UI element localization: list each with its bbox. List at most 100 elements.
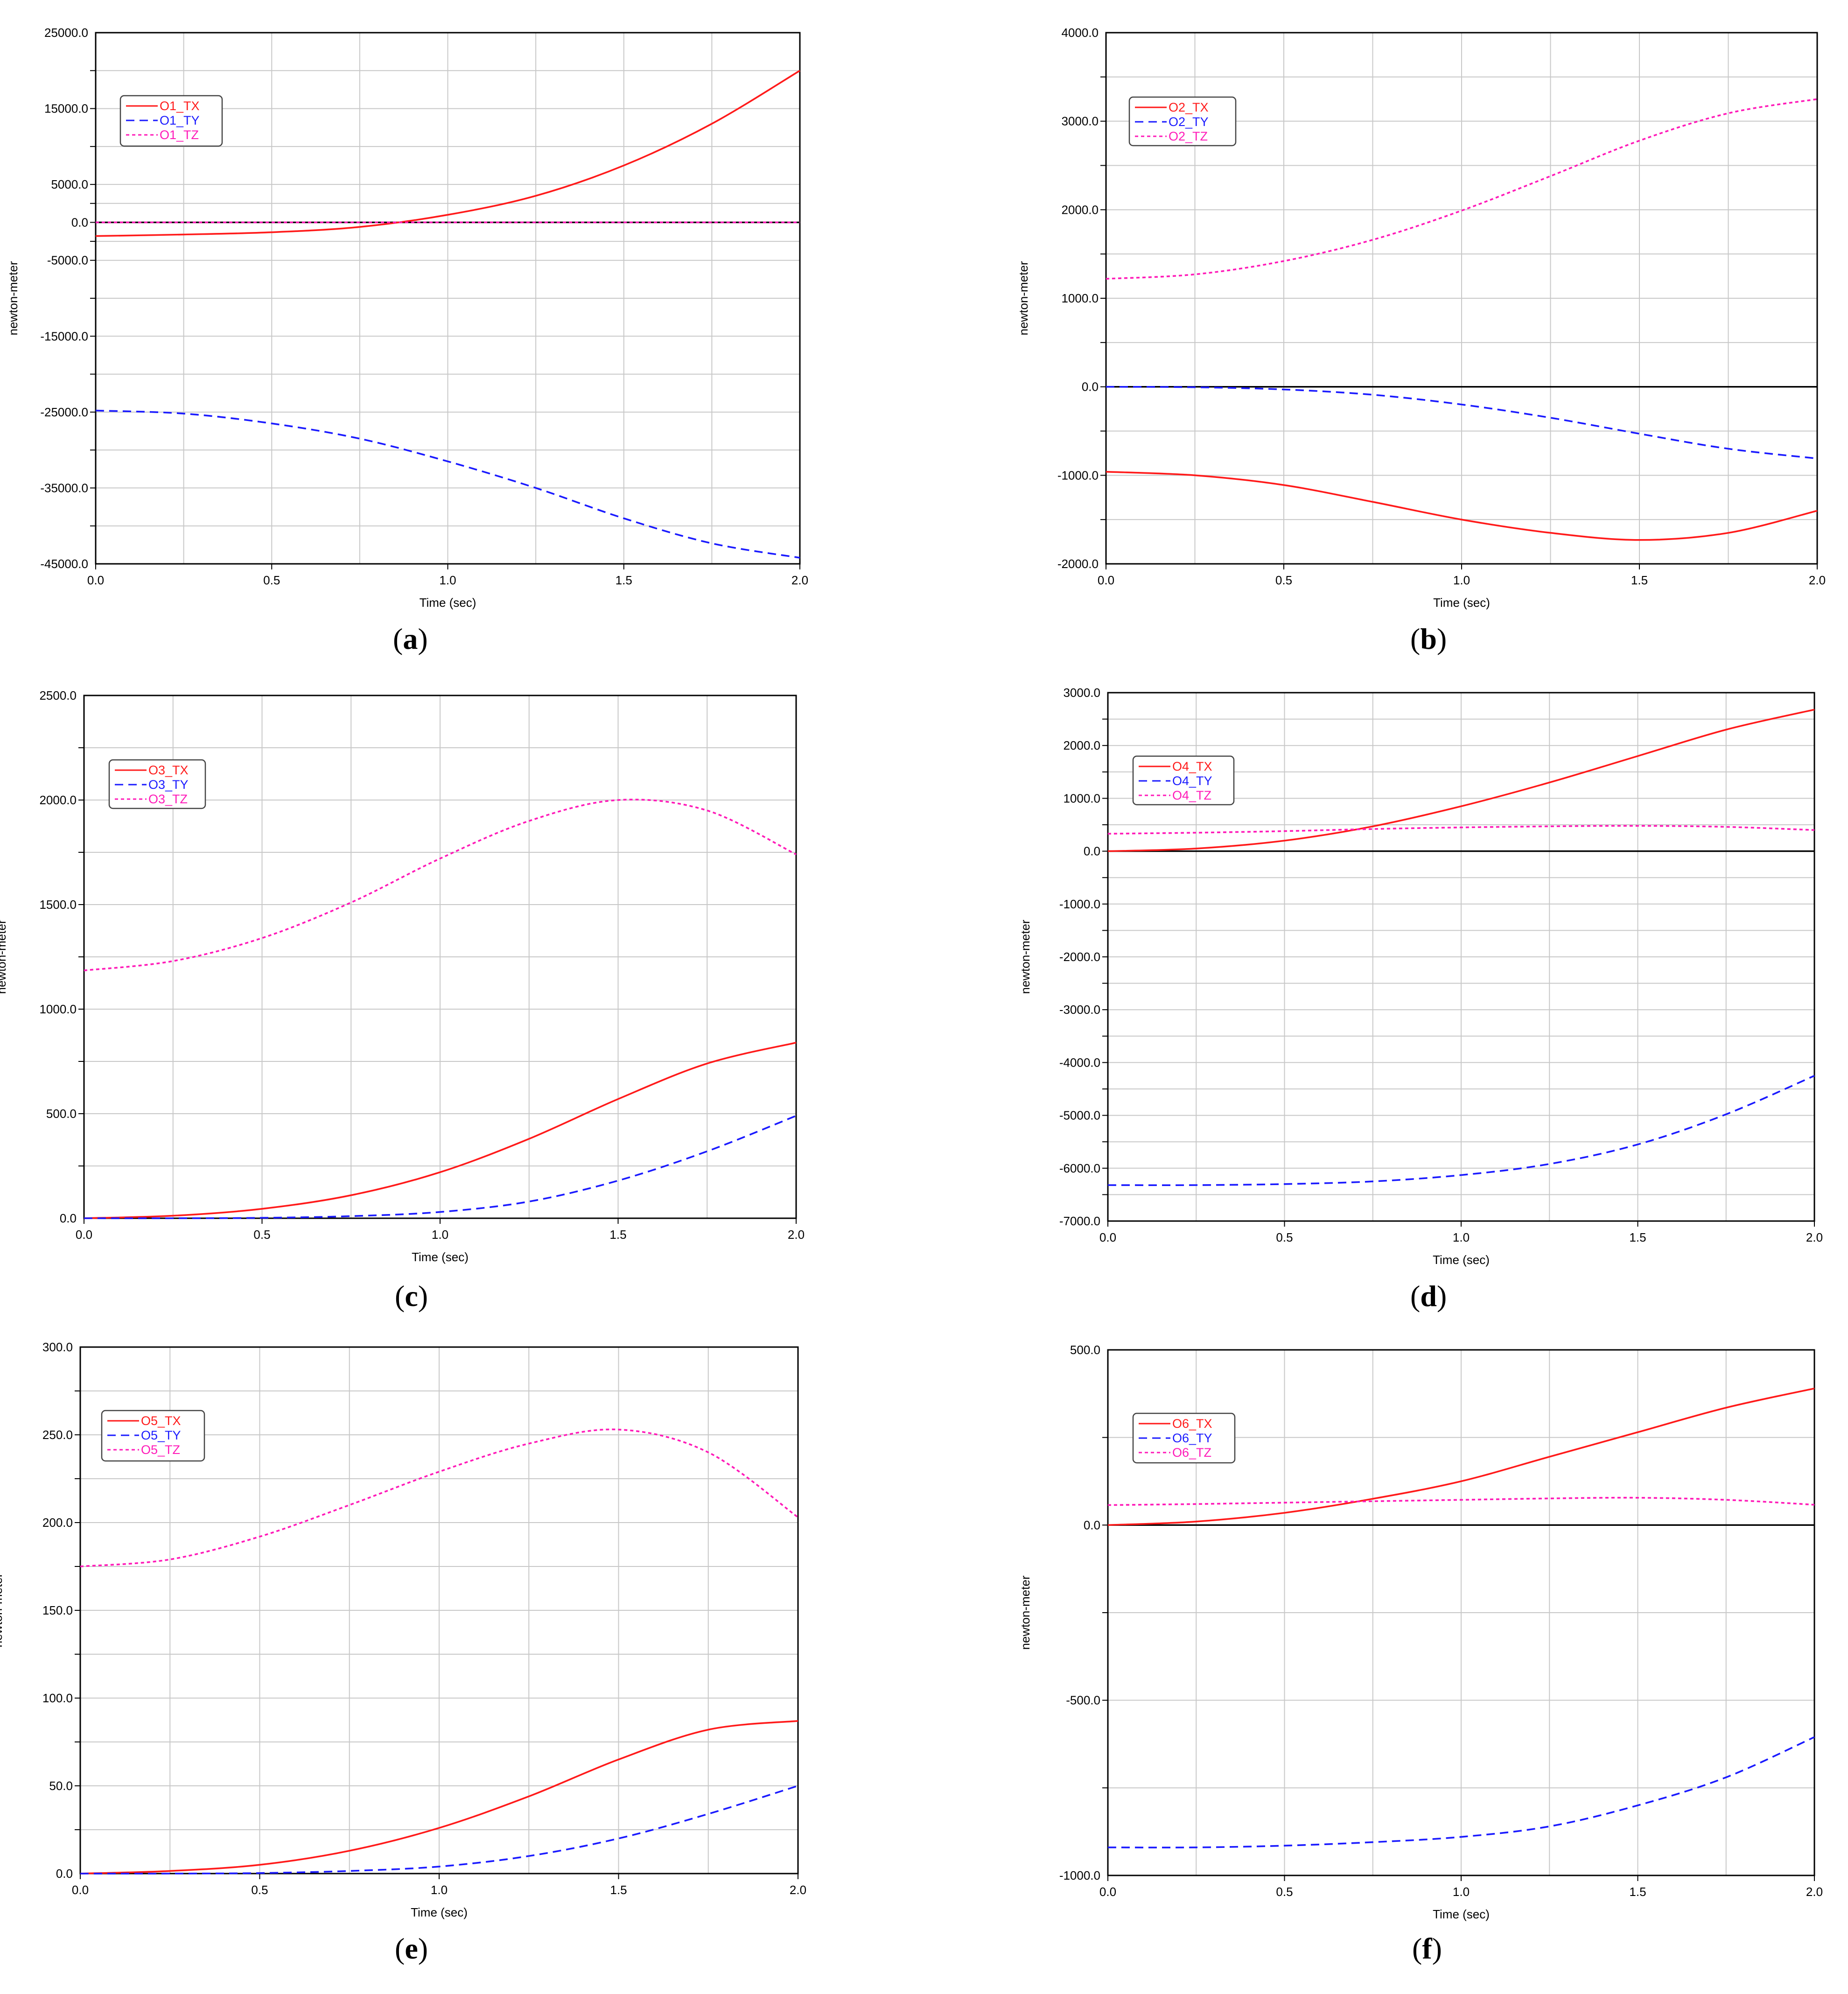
- series-line-o3-tz: [84, 799, 797, 971]
- legend-label: O1_TX: [160, 99, 200, 113]
- x-tick-label: 1.5: [1629, 1885, 1646, 1899]
- x-tick-label: 0.0: [76, 1228, 92, 1242]
- caption-open: (: [1410, 1279, 1421, 1313]
- x-tick-label: 0.0: [72, 1883, 89, 1897]
- y-tick-label: -7000.0: [1059, 1214, 1100, 1228]
- x-axis-title: Time (sec): [1433, 1253, 1490, 1267]
- x-tick-label: 0.5: [1276, 1230, 1293, 1244]
- caption-letter: d: [1420, 1279, 1437, 1313]
- caption-close: ): [1436, 622, 1447, 655]
- series-line-o6-ty: [1107, 1736, 1815, 1849]
- caption-open: (: [395, 1279, 405, 1313]
- x-tick-label: 1.0: [431, 1883, 448, 1897]
- legend-label: O3_TX: [148, 763, 189, 777]
- x-tick-label: 2.0: [1809, 573, 1826, 587]
- legend-label: O2_TX: [1169, 100, 1209, 114]
- series-line-o1-tx: [95, 70, 800, 237]
- legend-box: [101, 1410, 205, 1462]
- caption-open: (: [395, 1932, 405, 1965]
- series-line-o1-ty: [95, 409, 800, 559]
- y-tick-label: -1000.0: [1059, 1868, 1100, 1882]
- series-line-o6-tx: [1107, 1387, 1815, 1526]
- legend-label: O2_TZ: [1169, 129, 1208, 143]
- legend-label: O4_TY: [1172, 774, 1212, 788]
- x-tick-label: 0.5: [251, 1883, 268, 1897]
- x-tick-label: 2.0: [791, 573, 808, 587]
- y-tick-label: 2000.0: [39, 793, 77, 807]
- series-line-o2-tz: [1106, 98, 1818, 280]
- y-tick-label: -500.0: [1066, 1693, 1100, 1707]
- y-tick-label: -1000.0: [1057, 468, 1099, 482]
- y-tick-label: 0.0: [1084, 1518, 1100, 1532]
- caption-letter: a: [403, 622, 418, 655]
- x-tick-label: 0.0: [1099, 1230, 1116, 1244]
- y-tick-label: 2000.0: [1063, 738, 1100, 752]
- x-tick-label: 2.0: [788, 1228, 805, 1242]
- y-tick-label: 100.0: [42, 1691, 73, 1705]
- y-axis-title: newton-meter: [1018, 1575, 1032, 1650]
- x-tick-label: 2.0: [1806, 1885, 1823, 1899]
- caption-open: (: [393, 622, 403, 655]
- caption-close: ): [1436, 1279, 1447, 1313]
- y-tick-label: 500.0: [1070, 1343, 1100, 1357]
- y-tick-label: 3000.0: [1063, 686, 1100, 700]
- caption-e: (e): [395, 1931, 428, 1966]
- caption-open: (: [1410, 622, 1421, 655]
- x-tick-label: 1.0: [1453, 1230, 1470, 1244]
- y-tick-label: 0.0: [1082, 380, 1099, 394]
- caption-close: ): [418, 622, 428, 655]
- legend-label: O3_TZ: [148, 792, 188, 806]
- caption-letter: b: [1420, 622, 1437, 655]
- legend-label: O5_TZ: [141, 1443, 180, 1457]
- legend-label: O1_TZ: [160, 128, 199, 142]
- y-tick-label: -2000.0: [1059, 950, 1100, 964]
- legend-label: O4_TZ: [1172, 788, 1211, 802]
- series-line-o4-tx: [1107, 709, 1815, 852]
- y-tick-label: 5000.0: [51, 177, 88, 191]
- series-line-o5-tx: [80, 1720, 798, 1875]
- y-tick-label: -15000.0: [40, 329, 88, 343]
- y-tick-label: -35000.0: [40, 481, 88, 495]
- legend-label: O6_TZ: [1172, 1446, 1211, 1460]
- series-line-o2-ty: [1106, 386, 1818, 460]
- x-tick-label: 1.0: [1453, 573, 1470, 587]
- legend-label: O6_TX: [1172, 1417, 1212, 1431]
- series-line-o6-tz: [1107, 1496, 1815, 1506]
- y-tick-label: 2500.0: [39, 688, 77, 702]
- series-line-o3-ty: [84, 1115, 797, 1219]
- legend-label: O6_TY: [1172, 1431, 1212, 1445]
- x-tick-label: 0.0: [87, 573, 104, 587]
- x-tick-label: 1.0: [432, 1228, 448, 1242]
- y-tick-label: 500.0: [46, 1107, 77, 1121]
- caption-f: (f): [1412, 1931, 1442, 1966]
- legend-label: O5_TY: [141, 1428, 181, 1442]
- x-axis-title: Time (sec): [1433, 596, 1490, 610]
- caption-d: (d): [1410, 1279, 1447, 1313]
- legend-box: [1132, 1412, 1236, 1464]
- x-tick-label: 0.0: [1098, 573, 1114, 587]
- y-tick-label: -45000.0: [40, 557, 88, 571]
- y-tick-label: 200.0: [42, 1516, 73, 1530]
- x-tick-label: 1.5: [610, 1883, 627, 1897]
- series-line-o5-tz: [80, 1428, 799, 1567]
- x-axis-title: Time (sec): [1433, 1907, 1490, 1921]
- y-axis-title: newton-meter: [1018, 920, 1032, 994]
- legend-label: O1_TY: [160, 113, 200, 127]
- legend-label: O5_TX: [141, 1414, 181, 1428]
- y-tick-label: 1500.0: [39, 898, 77, 912]
- y-tick-label: 4000.0: [1061, 26, 1099, 40]
- y-axis-title: newton-meter: [6, 261, 20, 335]
- x-tick-label: 2.0: [1806, 1230, 1823, 1244]
- x-axis-title: Time (sec): [412, 1250, 469, 1264]
- series-line-o3-tx: [84, 1041, 797, 1219]
- y-tick-label: -6000.0: [1059, 1161, 1100, 1175]
